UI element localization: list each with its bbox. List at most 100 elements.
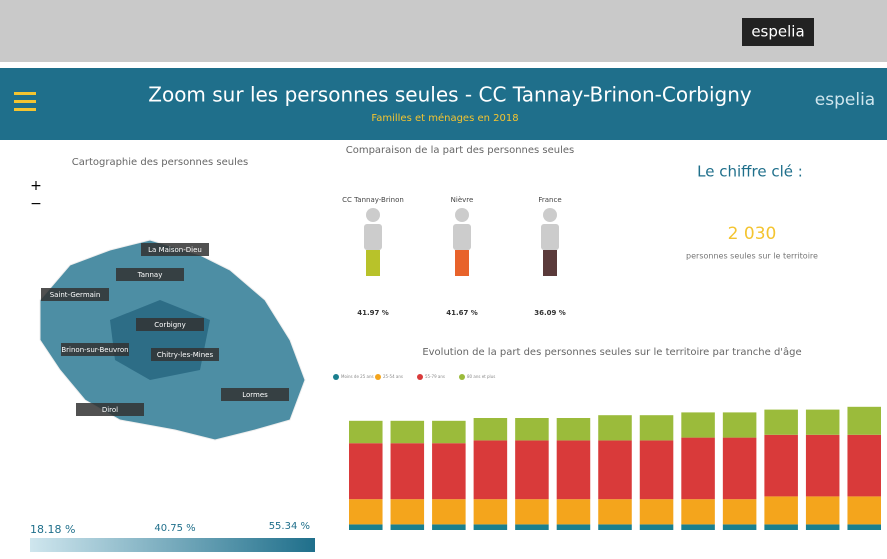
bar-segment	[639, 499, 674, 525]
figure-legs	[455, 250, 469, 276]
legend-dot	[459, 374, 465, 380]
svg-text:−: −	[30, 196, 42, 212]
figure-name: Nièvre	[451, 196, 474, 204]
bar-segment	[390, 499, 425, 525]
map-label: Lormes	[242, 391, 268, 399]
map-label-box	[221, 388, 289, 401]
logo: espelia	[815, 90, 875, 110]
map-legend-label: 55.34 %	[269, 521, 310, 532]
figure-value: 41.67 %	[446, 309, 478, 317]
figure-body	[364, 224, 382, 250]
bar-segment	[349, 524, 383, 530]
key-caption: personnes seules sur le territoire	[686, 252, 818, 261]
legend-label: 55-79 ans	[425, 374, 445, 379]
bar-segment	[805, 434, 840, 497]
legend-dot	[333, 374, 339, 380]
bar-segment	[473, 440, 508, 500]
bar-segment	[639, 415, 674, 441]
comparison-title: Comparaison de la part des personnes seu…	[346, 145, 575, 156]
svg-text:+: +	[30, 178, 42, 194]
brand: espelia	[751, 23, 804, 41]
figure-name: CC Tannay-Brinon	[342, 196, 404, 204]
map-label: Brinon-sur-Beuvron	[61, 346, 128, 354]
bar-segment	[556, 499, 591, 525]
bar-segment	[847, 434, 881, 497]
bar-segment	[556, 524, 591, 530]
bar-segment	[722, 437, 757, 500]
bar-segment	[390, 524, 425, 530]
bar-segment	[764, 496, 798, 525]
bar-segment	[598, 499, 632, 525]
bar-segment	[432, 499, 466, 525]
header[interactable]	[0, 68, 887, 140]
map-label: Tannay	[137, 271, 163, 279]
bar-segment	[764, 434, 798, 497]
top-bar	[0, 0, 887, 62]
bar-segment	[805, 409, 840, 435]
bar-segment	[598, 524, 632, 530]
header-subtitle: Familles et ménages en 2018	[371, 112, 518, 124]
bar-segment	[432, 443, 466, 500]
bar-segment	[390, 420, 425, 444]
map-labels: La Maison-Dieu Saint-Germain Tannay Brinon-…	[41, 243, 289, 416]
bar-segment	[681, 524, 715, 530]
legend: Moins de 25 ans 25-54 ans 55-79 ans 80 ans …	[333, 374, 495, 380]
bar-segment	[556, 440, 591, 500]
bar-segment	[764, 409, 798, 435]
bar-segment	[639, 440, 674, 500]
map-label: Chitry-les-Mines	[157, 351, 214, 359]
map-label-box	[76, 403, 144, 416]
map-legend-label: 18.18 %	[30, 523, 75, 536]
bar-segment	[722, 524, 757, 530]
brand-box	[742, 18, 814, 46]
figure-value: 41.97 %	[357, 309, 389, 317]
bar-segment	[473, 524, 508, 530]
legend-label: 80 ans et plus	[467, 374, 495, 379]
bar-segment	[598, 415, 632, 441]
map-title: Cartographie des personnes seules	[72, 157, 249, 168]
figure-head	[366, 208, 380, 222]
figure-body	[541, 224, 559, 250]
bar-segment	[764, 524, 798, 530]
header-title: Zoom sur les personnes seules - CC Tanna…	[148, 83, 752, 107]
legend-dot	[417, 374, 423, 380]
map-label: Saint-Germain	[50, 291, 101, 299]
bar-segment	[515, 524, 549, 530]
figure-body	[453, 224, 471, 250]
bar-segment	[473, 499, 508, 525]
map-label-box	[141, 243, 209, 256]
map-label-box	[61, 343, 129, 356]
map-legend-label: 40.75 %	[154, 523, 195, 534]
map-label-box	[136, 318, 204, 331]
bar-segment	[556, 418, 591, 441]
figure-head	[455, 208, 469, 222]
bar-segment	[847, 406, 881, 435]
bar-segment	[515, 440, 549, 500]
bar-segment	[390, 443, 425, 500]
map-controls[interactable]: + −	[30, 178, 42, 212]
legend-dot	[375, 374, 381, 380]
bar-segment	[847, 524, 881, 530]
bar-segment	[681, 499, 715, 525]
bar-segment	[432, 420, 466, 444]
bar-segment	[722, 412, 757, 438]
map-label: La Maison-Dieu	[148, 246, 202, 254]
bar-segment	[598, 440, 632, 500]
map-legend-bar	[30, 538, 315, 552]
comparison: CC Tannay-Brinon 41.97 % Nièvre 41.67 % Fran…	[342, 196, 566, 317]
key-title: Le chiffre clé :	[697, 163, 803, 181]
chart-title: Evolution de la part des personnes seule…	[422, 346, 801, 358]
bar-segment	[805, 496, 840, 525]
menu-icon[interactable]	[14, 92, 36, 111]
bar-segment	[515, 418, 549, 441]
bar-segment	[473, 418, 508, 441]
map-label-box	[116, 268, 184, 281]
figure-value: 36.09 %	[534, 309, 566, 317]
bar-segment	[515, 499, 549, 525]
map-label: Corbigny	[154, 321, 185, 329]
map-label-box	[151, 348, 219, 361]
bar-segment	[805, 524, 840, 530]
bar-segment	[349, 420, 383, 444]
bar-segment	[432, 524, 466, 530]
